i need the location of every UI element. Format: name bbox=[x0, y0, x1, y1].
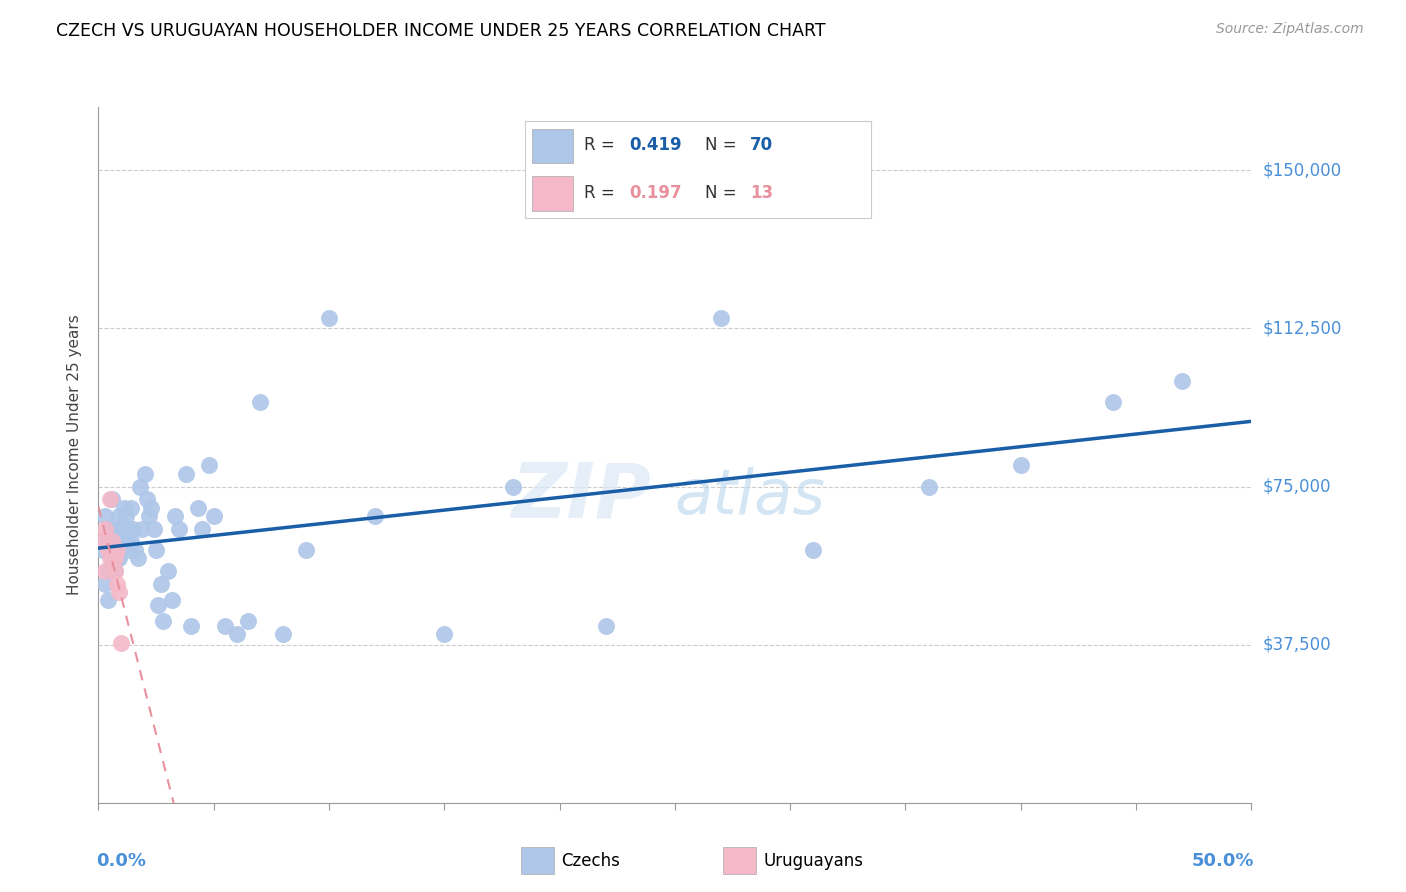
Text: 0.0%: 0.0% bbox=[96, 852, 146, 870]
Point bbox=[110, 635, 132, 649]
Point bbox=[103, 551, 125, 566]
Point bbox=[124, 542, 146, 557]
Point bbox=[1102, 395, 1125, 409]
Point bbox=[1171, 374, 1194, 388]
Text: Czechs: Czechs bbox=[561, 852, 620, 870]
Point bbox=[105, 576, 128, 591]
Point bbox=[110, 542, 132, 557]
Point bbox=[127, 551, 149, 566]
Point bbox=[105, 534, 128, 549]
Point bbox=[318, 310, 340, 325]
Y-axis label: Householder Income Under 25 years: Householder Income Under 25 years bbox=[67, 315, 83, 595]
Point bbox=[91, 534, 114, 549]
Point bbox=[97, 593, 120, 607]
Point bbox=[134, 467, 156, 481]
Point bbox=[191, 522, 214, 536]
Point bbox=[131, 522, 153, 536]
Point bbox=[94, 564, 117, 578]
Point bbox=[103, 522, 125, 536]
Point bbox=[117, 522, 139, 536]
Point bbox=[115, 509, 138, 524]
Point bbox=[122, 522, 145, 536]
Text: CZECH VS URUGUAYAN HOUSEHOLDER INCOME UNDER 25 YEARS CORRELATION CHART: CZECH VS URUGUAYAN HOUSEHOLDER INCOME UN… bbox=[56, 22, 825, 40]
Point bbox=[112, 500, 135, 515]
Point bbox=[108, 509, 131, 524]
Point bbox=[94, 576, 117, 591]
Point bbox=[295, 542, 318, 557]
Point bbox=[595, 618, 617, 632]
Point bbox=[97, 564, 120, 578]
Point bbox=[91, 542, 114, 557]
Text: 50.0%: 50.0% bbox=[1191, 852, 1254, 870]
Point bbox=[141, 500, 163, 515]
Point bbox=[97, 530, 120, 544]
Point bbox=[98, 492, 121, 507]
Bar bbox=[520, 847, 554, 874]
Point bbox=[225, 627, 247, 641]
Point bbox=[138, 509, 160, 524]
Point bbox=[94, 522, 117, 536]
Point bbox=[112, 530, 135, 544]
Point bbox=[163, 509, 186, 524]
Point bbox=[145, 542, 167, 557]
Point bbox=[156, 564, 179, 578]
Text: $112,500: $112,500 bbox=[1263, 319, 1341, 337]
Point bbox=[103, 542, 125, 557]
Point bbox=[110, 522, 132, 536]
Point bbox=[180, 618, 202, 632]
Point bbox=[364, 509, 387, 524]
Point bbox=[214, 618, 236, 632]
Text: $150,000: $150,000 bbox=[1263, 161, 1341, 179]
Point bbox=[120, 500, 142, 515]
Point bbox=[142, 522, 165, 536]
Text: $37,500: $37,500 bbox=[1263, 636, 1331, 654]
Point bbox=[105, 542, 128, 557]
Point bbox=[149, 576, 172, 591]
Point bbox=[433, 627, 456, 641]
Point bbox=[94, 509, 117, 524]
Point bbox=[710, 310, 733, 325]
Point bbox=[115, 534, 138, 549]
Point bbox=[101, 534, 124, 549]
Point bbox=[152, 615, 174, 629]
Point bbox=[120, 534, 142, 549]
Point bbox=[103, 564, 125, 578]
Point bbox=[98, 542, 121, 557]
Point bbox=[1010, 458, 1032, 473]
Text: Source: ZipAtlas.com: Source: ZipAtlas.com bbox=[1216, 22, 1364, 37]
Text: $75,000: $75,000 bbox=[1263, 477, 1331, 496]
Point bbox=[98, 551, 121, 566]
Point bbox=[167, 522, 190, 536]
Point bbox=[117, 542, 139, 557]
Point bbox=[148, 598, 170, 612]
Point bbox=[101, 556, 124, 570]
Point bbox=[198, 458, 221, 473]
Point bbox=[160, 593, 183, 607]
Point bbox=[502, 479, 524, 493]
Point bbox=[174, 467, 197, 481]
Point bbox=[103, 564, 125, 578]
Point bbox=[101, 534, 124, 549]
Text: Uruguayans: Uruguayans bbox=[763, 852, 863, 870]
Bar bbox=[723, 847, 756, 874]
Point bbox=[801, 542, 824, 557]
Point bbox=[108, 585, 131, 599]
Point bbox=[202, 509, 225, 524]
Point bbox=[238, 615, 260, 629]
Point bbox=[105, 551, 128, 566]
Point bbox=[187, 500, 209, 515]
Point bbox=[98, 522, 121, 536]
Point bbox=[97, 542, 120, 557]
Point bbox=[135, 492, 157, 507]
Point bbox=[271, 627, 294, 641]
Point bbox=[917, 479, 939, 493]
Point bbox=[129, 479, 152, 493]
Point bbox=[101, 492, 124, 507]
Text: ZIP: ZIP bbox=[512, 459, 652, 533]
Point bbox=[98, 564, 121, 578]
Point bbox=[249, 395, 271, 409]
Text: atlas: atlas bbox=[675, 467, 825, 526]
Point bbox=[108, 551, 131, 566]
